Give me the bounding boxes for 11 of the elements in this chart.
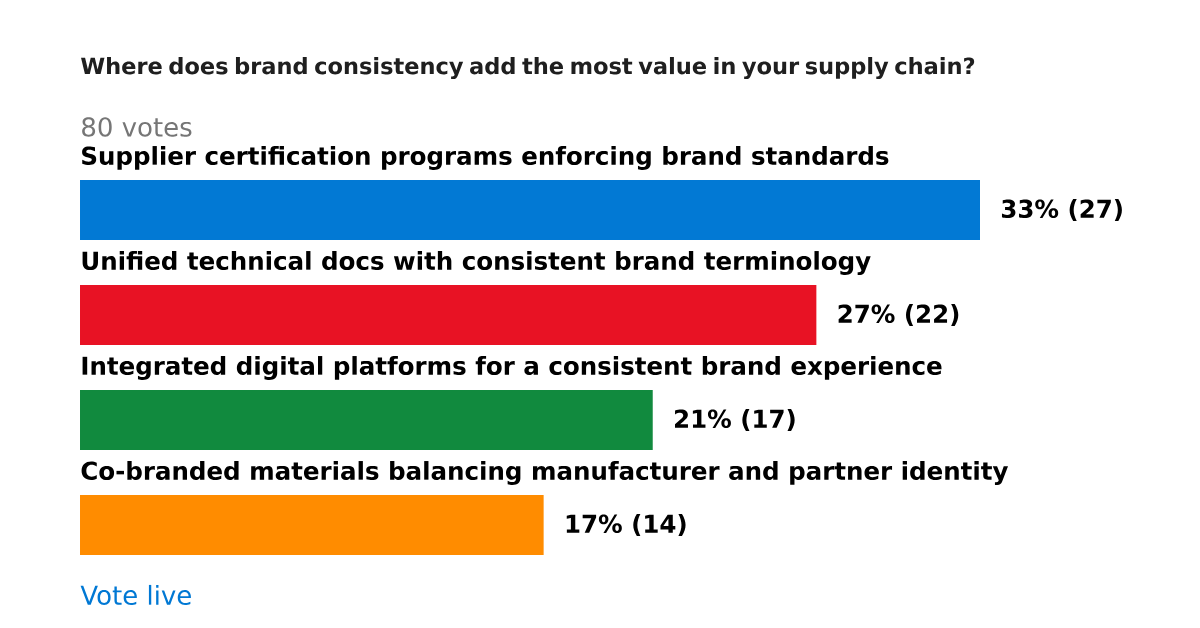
data-label: 21% (17) xyxy=(675,409,795,431)
text: Vote live xyxy=(80,584,191,606)
y-tick-label: Supplier certification programs enforcing brand standards xyxy=(82,146,889,170)
chart-title: Where does brand consistency add the most value in your supply chain? xyxy=(81,57,975,79)
data-label: 33% (27) xyxy=(1001,199,1122,221)
data-label: 27% (22) xyxy=(838,304,959,326)
y-tick-label: Integrated digital platforms for a consistent brand experience xyxy=(82,356,942,380)
chart-subtitle: 80 votes xyxy=(82,117,192,137)
y-tick-label: Unified technical docs with consistent brand terminology xyxy=(82,251,871,275)
data-label: 17% (14) xyxy=(566,514,686,536)
y-tick-label: Co-branded materials balancing manufacturer and partner identity xyxy=(81,461,1009,485)
